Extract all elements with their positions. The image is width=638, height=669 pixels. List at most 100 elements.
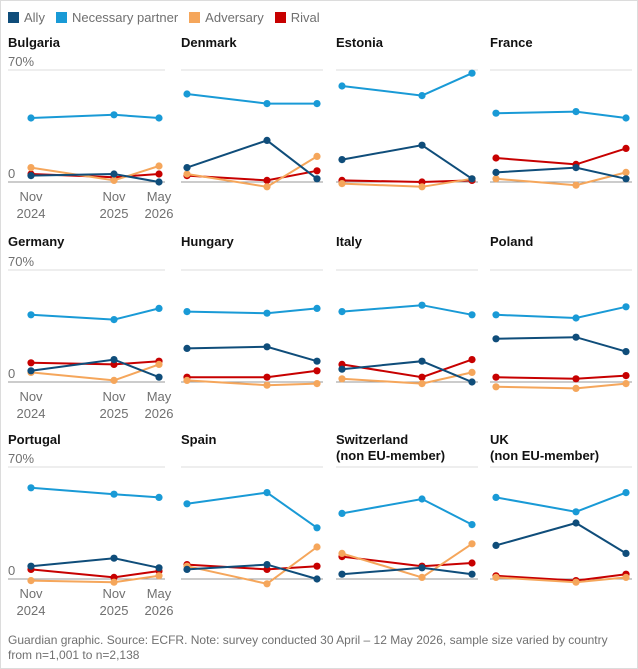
data-point <box>622 348 630 356</box>
data-point <box>27 359 35 367</box>
series-line <box>495 491 627 513</box>
x-tick-line2: 2026 <box>144 406 174 421</box>
data-point <box>183 376 191 384</box>
series-adversary <box>27 572 163 586</box>
data-point <box>622 114 630 122</box>
panel-denmark <box>181 69 323 191</box>
series-line <box>341 360 473 383</box>
series-line <box>341 304 473 316</box>
series-ally <box>338 564 476 578</box>
x-tick-label: Nov 2024 <box>11 388 51 422</box>
series-ally <box>338 357 476 386</box>
data-point <box>313 367 321 375</box>
series-adversary <box>492 573 630 586</box>
series-ally <box>183 561 321 583</box>
series-line <box>341 497 473 526</box>
data-point <box>27 484 35 492</box>
data-point <box>110 578 118 586</box>
series-adversary <box>492 380 630 392</box>
legend: Ally Necessary partner Adversary Rival <box>8 9 331 25</box>
data-point <box>572 384 580 392</box>
series-line <box>187 369 318 379</box>
data-point <box>492 383 500 391</box>
data-point <box>572 578 580 586</box>
data-point <box>155 564 163 572</box>
panel-title: Germany <box>8 234 65 249</box>
series-ally <box>338 141 476 183</box>
data-point <box>155 170 163 178</box>
legend-item-adversary: Adversary <box>189 10 264 25</box>
data-point <box>492 573 500 582</box>
data-point <box>492 373 500 381</box>
data-point <box>468 175 476 183</box>
panel-subtitle: (non EU-member) <box>336 448 446 463</box>
series-line <box>495 521 627 555</box>
x-tick-label: Nov 2025 <box>94 585 134 619</box>
data-point <box>468 311 476 319</box>
panel-title: Portugal <box>8 432 61 447</box>
data-point <box>622 549 630 558</box>
series-rival <box>183 561 321 574</box>
panel-uk <box>490 466 632 586</box>
legend-swatch <box>274 11 286 23</box>
data-point <box>263 343 271 351</box>
legend-swatch <box>55 11 67 23</box>
data-point <box>622 175 630 183</box>
data-point <box>183 565 191 574</box>
data-point <box>155 373 163 381</box>
data-point <box>468 521 476 529</box>
data-point <box>155 304 163 312</box>
x-tick-label: Nov 2024 <box>11 585 51 619</box>
panel-switzerland <box>336 466 478 582</box>
data-point <box>263 373 271 381</box>
data-point <box>418 141 426 149</box>
data-point <box>313 100 321 108</box>
panel-title: Estonia <box>336 35 383 50</box>
data-point <box>313 175 321 183</box>
data-point <box>110 376 118 384</box>
data-point <box>263 561 271 569</box>
data-point <box>338 549 346 558</box>
x-tick-line2: 2025 <box>99 406 129 421</box>
data-point <box>338 82 346 90</box>
series-line <box>495 305 627 320</box>
data-point <box>110 554 118 562</box>
series-adversary <box>338 175 476 191</box>
panel-italy <box>336 269 478 388</box>
data-point <box>622 380 630 388</box>
data-point <box>110 111 118 119</box>
data-point <box>418 357 426 365</box>
series-ally <box>492 164 630 183</box>
data-point <box>183 500 191 508</box>
data-point <box>418 373 426 381</box>
data-point <box>27 172 35 180</box>
x-tick-line1: Nov <box>102 389 126 404</box>
series-rival <box>183 167 321 184</box>
panel-title: Switzerland <box>336 432 409 447</box>
data-point <box>313 543 321 551</box>
panel-hungary <box>181 269 323 389</box>
data-point <box>492 109 500 117</box>
data-point <box>572 314 580 322</box>
series-rival <box>492 144 630 168</box>
data-point <box>492 175 500 183</box>
series-adversary <box>492 168 630 189</box>
series-line <box>30 363 160 382</box>
legend-label: Rival <box>290 9 320 25</box>
data-point <box>468 540 476 548</box>
x-tick-line1: Nov <box>102 189 126 204</box>
data-point <box>263 489 271 497</box>
series-line <box>186 379 318 387</box>
series-necessary-partner <box>27 111 163 122</box>
series-line <box>495 110 627 119</box>
data-point <box>492 541 500 550</box>
series-rival <box>492 372 630 383</box>
data-point <box>468 368 476 376</box>
series-line <box>495 374 627 380</box>
series-necessary-partner <box>27 304 163 324</box>
data-point <box>110 176 118 184</box>
legend-label: Ally <box>24 9 45 25</box>
series-line <box>341 144 473 180</box>
series-line <box>495 336 627 353</box>
